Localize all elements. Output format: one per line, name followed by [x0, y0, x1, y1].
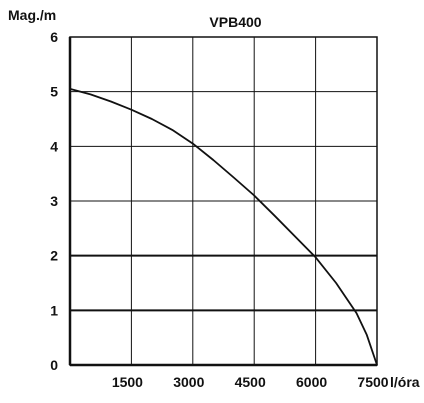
x-tick-label: 4500 [235, 374, 266, 390]
series-layer [69, 88, 378, 366]
performance-curve [69, 88, 378, 366]
axes: 1500 3000 4500 6000 7500 0 1 2 3 4 5 6 [50, 29, 389, 390]
y-tick-label: 2 [50, 248, 58, 264]
y-tick-label: 6 [50, 29, 58, 45]
grid [70, 37, 377, 365]
x-tick-label: 7500 [357, 374, 388, 390]
x-tick-label: 3000 [173, 374, 204, 390]
y-tick-label: 5 [50, 84, 58, 100]
y-tick-label: 4 [50, 138, 58, 154]
x-tick-label: 1500 [112, 374, 143, 390]
y-axis-label: Mag./m [8, 7, 56, 23]
chart-title: VPB400 [209, 14, 261, 30]
y-tick-label: 0 [50, 357, 58, 373]
x-axis-label: l/óra [390, 374, 420, 390]
labels: VPB400 Mag./m l/óra [8, 7, 420, 390]
y-tick-label: 1 [50, 302, 58, 318]
y-tick-label: 3 [50, 193, 58, 209]
x-tick-label: 6000 [296, 374, 327, 390]
